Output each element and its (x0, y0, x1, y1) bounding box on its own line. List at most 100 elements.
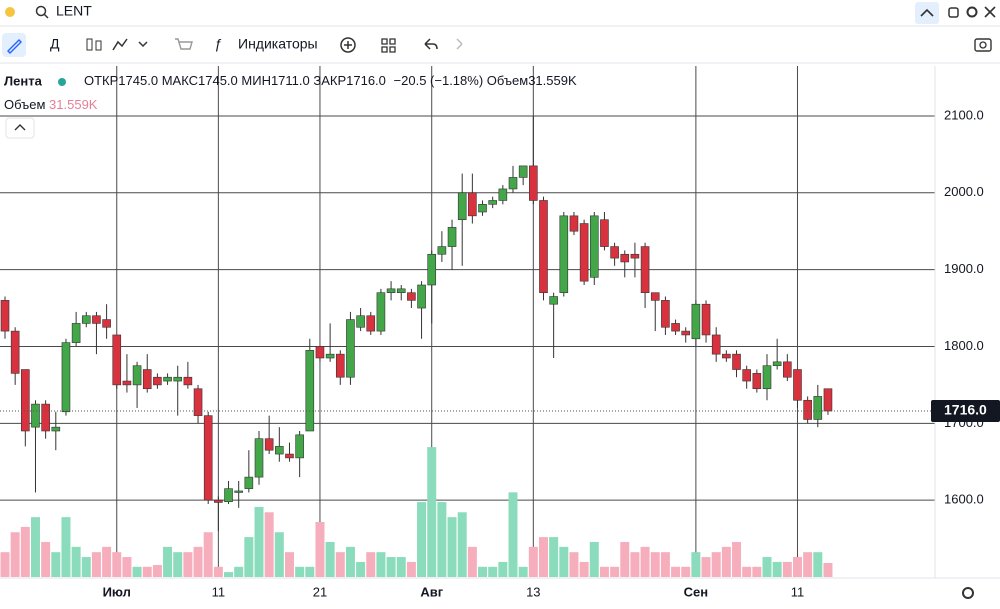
volume-bar (630, 552, 640, 577)
candle-body (112, 334, 122, 386)
candle-body (10, 330, 20, 374)
candle-body (752, 373, 762, 390)
volume-bar (478, 566, 488, 577)
search-text: LENT (56, 3, 92, 19)
candle-body (102, 319, 111, 328)
close-button[interactable] (984, 6, 996, 18)
candle-body (407, 292, 416, 301)
candle-body (0, 300, 10, 332)
volume-bar (711, 552, 721, 577)
candle-body (335, 353, 345, 378)
legend-open: ОТКР1745.0 (84, 73, 158, 88)
market-status (58, 78, 66, 86)
candle-body (529, 165, 538, 201)
legend-low: МИН1711.0 (241, 73, 309, 88)
candle-body (762, 365, 772, 390)
volume-bar (295, 566, 305, 577)
volume-bar (549, 537, 559, 577)
search-box[interactable]: LENT (35, 3, 93, 19)
axis-settings-button[interactable] (962, 587, 974, 599)
volume-bar (650, 552, 660, 577)
legend-change: −20.5 (−1.18%) (394, 73, 484, 88)
candle-body (772, 361, 782, 366)
candle-body (610, 246, 619, 259)
add-button[interactable] (340, 37, 356, 53)
x-tick-label: 11 (791, 584, 805, 599)
candle-body (41, 403, 50, 432)
volume-bar (813, 552, 823, 577)
volume-bar (752, 566, 762, 577)
candle-body (224, 488, 233, 502)
plot-area (0, 66, 935, 577)
y-tick-label: 1900.0 (944, 261, 984, 276)
candle-body (559, 215, 569, 293)
chart-type-button[interactable] (86, 38, 148, 51)
candle-body (813, 396, 823, 420)
collapse-legend-icon (14, 124, 26, 131)
candle-body (742, 369, 751, 382)
volume-bar (467, 546, 477, 577)
candle-icon (95, 40, 102, 51)
legend-volume: Объем31.559K (487, 73, 577, 88)
volume-bar (224, 572, 234, 577)
last-price-tag (931, 400, 1000, 423)
undo-button[interactable] (424, 38, 438, 50)
volume-bar (142, 566, 152, 577)
volume-bar (91, 552, 101, 577)
volume-bar (701, 557, 711, 577)
collapse-button[interactable] (915, 2, 939, 24)
fx-icon: ƒ (214, 36, 222, 52)
candle-body (214, 499, 223, 503)
candle-body (711, 334, 721, 355)
candle-body (21, 369, 30, 432)
volume-legend-name: Объем (4, 97, 45, 112)
volume-bar (488, 566, 498, 577)
volume-bar (71, 546, 81, 577)
volume-bar (173, 552, 183, 577)
candle-body (783, 361, 792, 378)
volume-bar (660, 552, 670, 577)
volume-bar (356, 561, 366, 577)
candle-body (163, 376, 172, 382)
volume-bar (163, 546, 173, 577)
volume-bar (579, 561, 589, 577)
screenshot-button[interactable] (974, 38, 992, 52)
volume-bar (589, 541, 599, 577)
candle-body (142, 369, 152, 390)
candle-body (386, 288, 396, 293)
candle-body (81, 315, 91, 324)
candle-body (92, 315, 101, 324)
legend-close: ЗАКР1716.0 (313, 73, 386, 88)
candle-body (356, 315, 365, 328)
volume-bar (10, 532, 20, 577)
candle-body (447, 227, 457, 247)
candle-body (539, 200, 548, 293)
x-tick-label: Сен (684, 584, 708, 599)
line-icon (112, 38, 128, 51)
volume-bar (284, 552, 294, 577)
layout-button[interactable] (381, 38, 396, 53)
candle-body (569, 215, 579, 232)
collapse-legend-button[interactable] (5, 117, 35, 139)
cart-icon[interactable] (175, 38, 193, 50)
volume-bar (325, 541, 335, 577)
volume-bar (20, 526, 30, 577)
redo-button[interactable] (456, 38, 463, 50)
candle-body (244, 476, 254, 489)
candle-body (457, 192, 467, 220)
window-button[interactable] (948, 7, 959, 18)
volume-bar (681, 566, 691, 577)
volume-bar (193, 546, 203, 577)
settings-button[interactable] (966, 6, 978, 18)
candle-icon (86, 38, 93, 51)
volume-bar (732, 541, 742, 577)
volume-bar (41, 541, 51, 577)
volume-bar (264, 512, 274, 577)
x-tick-label: 11 (212, 584, 226, 599)
indicators-button[interactable]: Индикаторы (238, 36, 318, 52)
interval-button[interactable]: Д (50, 36, 60, 52)
candle-body (295, 434, 304, 459)
candle-body (437, 246, 447, 255)
